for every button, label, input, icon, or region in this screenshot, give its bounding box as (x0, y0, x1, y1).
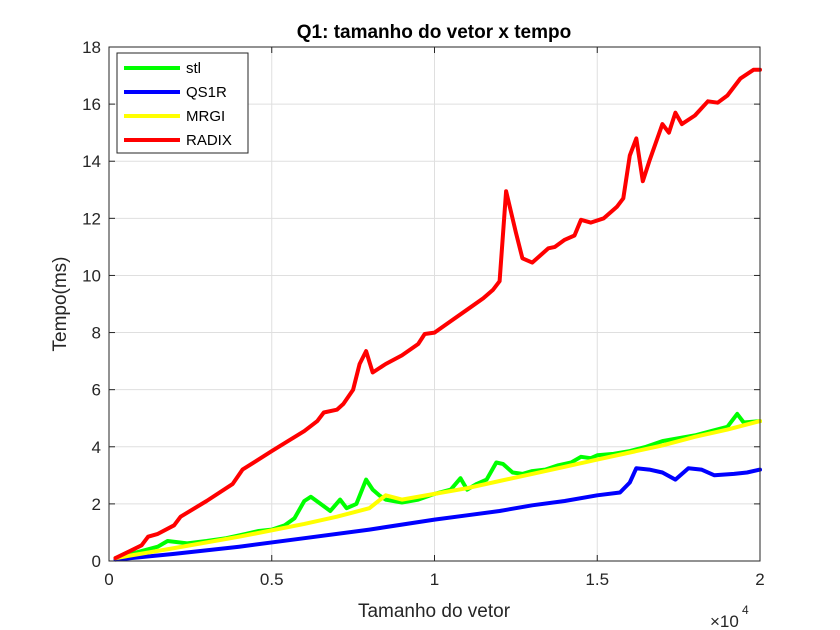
y-tick-label: 0 (92, 552, 101, 571)
chart-title: Q1: tamanho do vetor x tempo (297, 22, 571, 43)
series-line-mrgi (113, 419, 762, 561)
series-line-radix (113, 67, 762, 561)
legend-label-stl: stl (186, 60, 201, 77)
x-axis-exponent: ×10 4 (710, 603, 749, 630)
y-tick-label: 12 (82, 209, 101, 228)
series-lines (113, 67, 762, 562)
y-tick-label: 16 (82, 95, 101, 114)
x-tick-label: 0 (104, 570, 113, 589)
y-tick-label: 8 (92, 324, 101, 343)
x-exponent-base: ×10 (710, 612, 739, 630)
y-tick-label: 14 (82, 152, 101, 171)
x-exponent-power: 4 (742, 603, 749, 617)
x-tick-label: 1.5 (585, 570, 609, 589)
ticks: 0 0.5 1 1.5 2 0 2 4 6 8 10 12 14 16 18 (82, 38, 765, 589)
x-tick-label: 0.5 (260, 570, 284, 589)
legend: stl QS1R MRGI RADIX (116, 52, 249, 154)
x-tick-label: 2 (755, 570, 764, 589)
legend-label-mrgi: MRGI (186, 108, 225, 125)
legend-label-qs1r: QS1R (186, 84, 227, 101)
y-axis-label: Tempo(ms) (50, 256, 71, 351)
x-axis-label: Tamanho do vetor (358, 601, 511, 622)
legend-label-radix: RADIX (186, 132, 232, 149)
y-tick-label: 2 (92, 495, 101, 514)
y-tick-label: 6 (92, 381, 101, 400)
y-tick-label: 4 (92, 438, 101, 457)
y-tick-label: 18 (82, 38, 101, 57)
series-line-qs1r (113, 466, 762, 562)
x-tick-label: 1 (430, 570, 439, 589)
y-tick-label: 10 (82, 266, 101, 285)
